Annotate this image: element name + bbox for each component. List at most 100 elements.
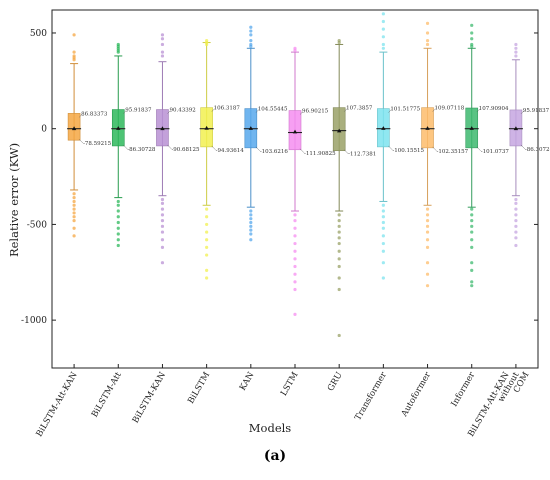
x-category-label: Autoformer [399, 370, 433, 420]
outlier-point [205, 253, 209, 257]
outlier-point [72, 33, 76, 37]
upper-label-leader [167, 110, 171, 114]
outlier-point [249, 39, 253, 43]
lower-quartile-label: -111.90825 [304, 151, 336, 157]
outlier-point [381, 46, 385, 50]
outlier-point [337, 40, 341, 45]
mean-marker [160, 126, 165, 131]
outlier-point [514, 224, 518, 228]
outlier-point [470, 245, 474, 249]
outlier-point [205, 215, 209, 219]
outlier-point [381, 261, 385, 265]
outlier-point [514, 218, 518, 223]
upper-quartile-label: 104.55445 [258, 107, 288, 113]
outlier-point [514, 213, 518, 217]
upper-quartile-label: 95.91837 [125, 108, 152, 114]
outlier-point [72, 50, 76, 54]
outlier-point [514, 243, 518, 248]
upper-label-leader [78, 114, 83, 118]
outlier-point [381, 12, 385, 16]
outlier-point [116, 209, 120, 213]
outlier-point [381, 276, 385, 280]
outlier-point [381, 19, 385, 24]
lower-label-leader [388, 145, 393, 151]
y-tick-label: 500 [30, 29, 47, 39]
outlier-point [425, 21, 430, 26]
lower-label-leader [123, 144, 128, 150]
outlier-point [337, 213, 341, 217]
outlier-point [470, 207, 474, 211]
mean-marker [116, 126, 121, 130]
outlier-point [425, 230, 430, 234]
outlier-point [116, 215, 120, 219]
panel-label: (a) [263, 448, 287, 464]
outlier-point [205, 268, 209, 272]
outlier-point [160, 230, 165, 234]
y-tick-label: -500 [27, 220, 47, 230]
outlier-point [337, 218, 341, 223]
upper-quartile-label: 101.51775 [390, 107, 420, 113]
outlier-point [337, 236, 341, 240]
outlier-point [249, 232, 253, 236]
outlier-point [425, 272, 430, 276]
x-category-label: LSTM [279, 370, 301, 398]
outlier-point [72, 196, 76, 200]
outlier-point [470, 37, 474, 41]
outlier-point [514, 46, 518, 50]
mean-marker [425, 126, 430, 130]
outlier-point [72, 203, 76, 207]
outlier-point [337, 333, 341, 338]
outlier-point [381, 249, 385, 253]
mean-marker [336, 128, 342, 133]
upper-label-leader [432, 108, 436, 112]
y-axis-title: Relative error (KW) [7, 143, 21, 257]
outlier-point [425, 218, 430, 223]
outlier-point [337, 276, 341, 280]
outlier-point [116, 232, 120, 236]
outlier-point [381, 42, 385, 47]
outlier-point [249, 44, 253, 48]
x-category-label: KAN [238, 370, 257, 392]
lower-label-leader [255, 146, 260, 151]
upper-quartile-label: 86.83373 [81, 111, 108, 117]
lower-label-leader [211, 145, 216, 151]
outlier-point [425, 284, 430, 288]
outlier-point [425, 39, 430, 43]
upper-label-leader [388, 109, 392, 113]
outlier-point [293, 312, 297, 316]
outlier-point [381, 241, 385, 246]
outlier-point [293, 241, 297, 246]
upper-label-leader [123, 110, 127, 114]
upper-label-leader [299, 111, 304, 115]
outlier-point [116, 243, 120, 248]
outlier-point [514, 197, 518, 202]
outlier-point [425, 245, 430, 249]
lower-quartile-label: -112.7381 [348, 152, 376, 158]
lower-label-leader [476, 146, 481, 151]
outlier-point [514, 236, 518, 240]
outlier-point [160, 224, 165, 228]
outlier-point [470, 218, 474, 223]
outlier-point [116, 199, 120, 204]
outlier-point [249, 213, 253, 217]
outlier-point [160, 238, 165, 242]
mean-marker [204, 125, 209, 130]
outlier-point [514, 201, 518, 205]
outlier-point [249, 238, 253, 242]
outlier-point [205, 207, 209, 211]
outlier-point [293, 280, 297, 284]
mean-marker [292, 129, 298, 134]
upper-quartile-label: 109.07118 [435, 106, 465, 112]
outlier-point [72, 192, 76, 196]
outlier-point [470, 213, 474, 217]
mean-marker [469, 126, 474, 130]
outlier-point [381, 27, 385, 31]
mean-marker [248, 126, 254, 130]
y-tick-label: -1000 [21, 316, 47, 326]
lower-label-leader [432, 146, 437, 151]
outlier-point [293, 264, 297, 269]
outlier-point [72, 218, 76, 223]
outlier-point [425, 238, 430, 242]
outlier-point [205, 222, 209, 227]
